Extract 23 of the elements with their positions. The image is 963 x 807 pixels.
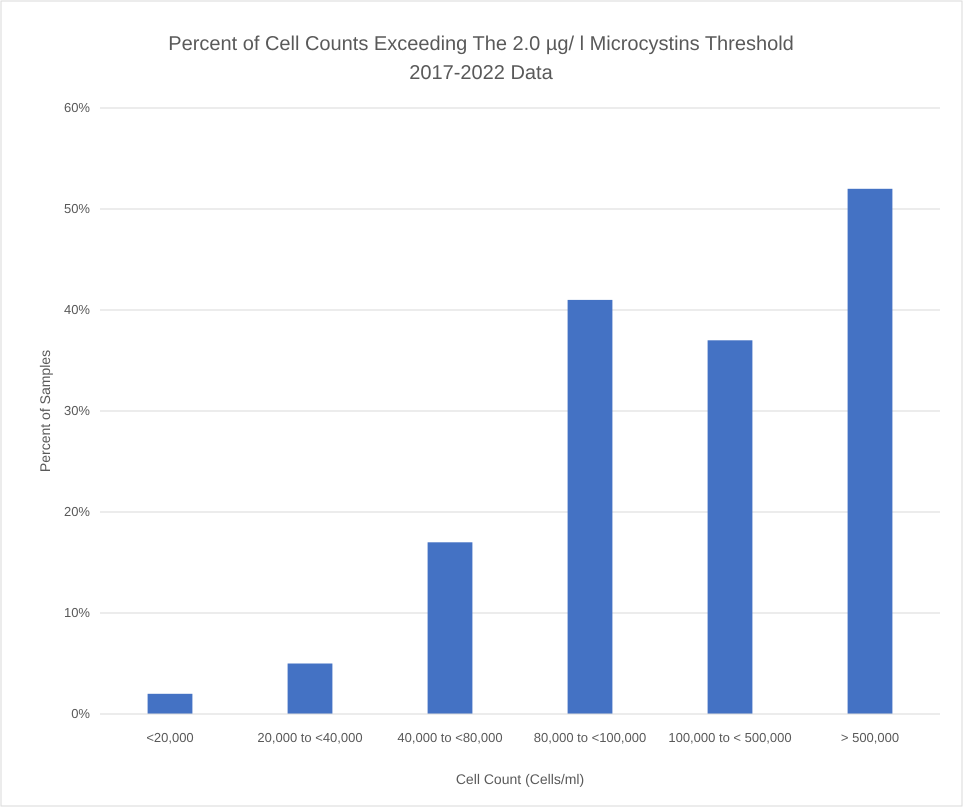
x-tick-label: <20,000 [146, 730, 194, 745]
y-tick-label: 60% [64, 100, 90, 116]
y-tick-label: 40% [64, 302, 90, 318]
bar [148, 694, 192, 714]
x-tick-label: > 500,000 [840, 730, 900, 745]
x-tick-label: 40,000 to <80,000 [397, 730, 503, 745]
y-tick-label: 20% [64, 504, 90, 520]
y-tick-label: 50% [64, 201, 90, 216]
y-tick-label: 30% [64, 403, 90, 418]
bar [288, 664, 332, 714]
bar [708, 340, 752, 714]
x-tick-label: 100,000 to < 500,000 [668, 730, 792, 745]
chart-title: Percent of Cell Counts Exceeding The 2.0 µg/ l Microcystins Threshold [168, 33, 794, 55]
x-tick-label: 80,000 to <100,000 [534, 730, 646, 745]
x-axis-title: Cell Count (Cells/ml) [456, 771, 584, 787]
bar [428, 542, 472, 714]
y-axis-title: Percent of Samples [37, 350, 53, 472]
bar [848, 188, 892, 714]
chart-subtitle: 2017-2022 Data [409, 62, 554, 84]
y-tick-label: 0% [71, 706, 90, 722]
x-tick-label: 20,000 to <40,000 [257, 730, 363, 745]
y-tick-label: 10% [64, 605, 90, 620]
bar [568, 300, 612, 714]
